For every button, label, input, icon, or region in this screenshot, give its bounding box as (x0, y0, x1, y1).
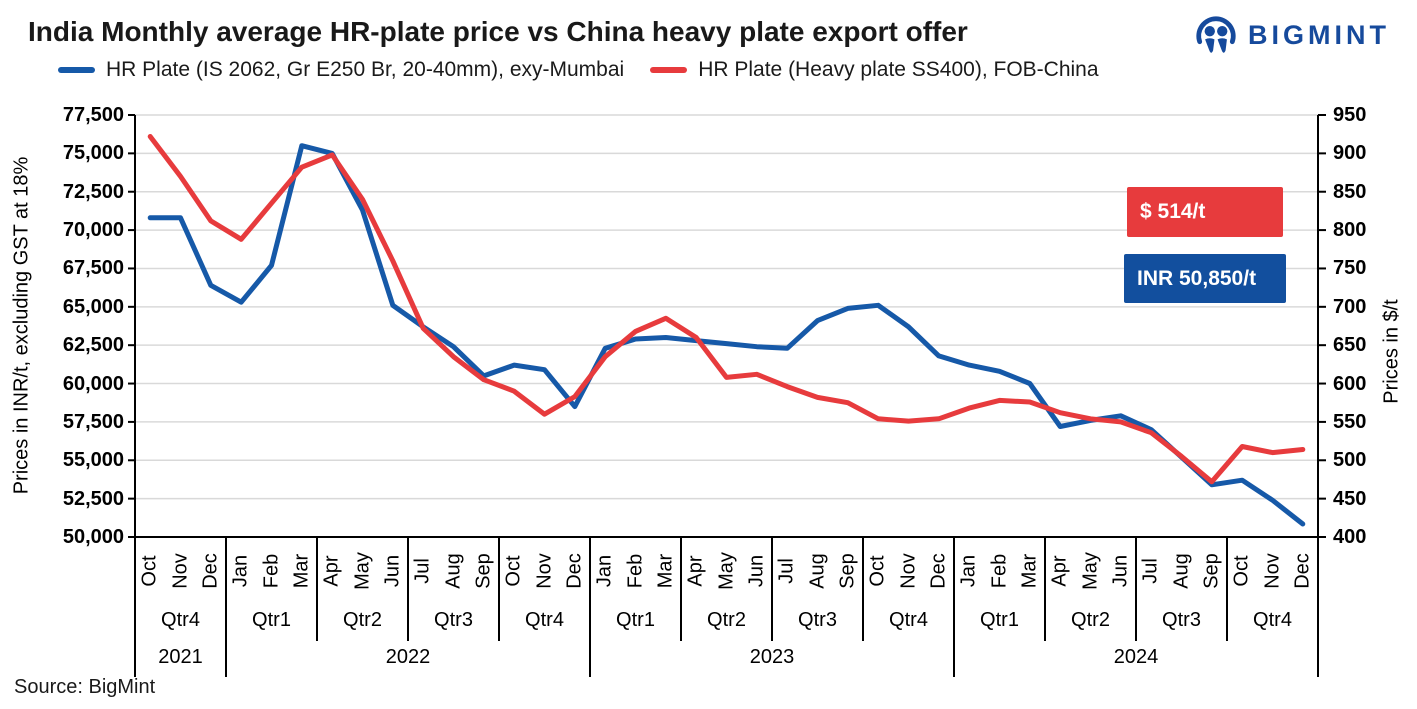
x-axis-month-label: May (715, 552, 737, 590)
left-axis-tick-label: 55,000 (62, 449, 124, 472)
x-axis-month-label: Jul (775, 558, 798, 584)
legend-label-china: HR Plate (Heavy plate SS400), FOB-China (698, 58, 1099, 81)
x-axis-month-label: Nov (169, 553, 191, 589)
x-axis-month-label: Feb (260, 553, 282, 589)
x-axis-month-label: Oct (866, 555, 889, 587)
x-axis-month-label: Apr (684, 555, 707, 587)
right-axis-tick-label: 600 (1333, 372, 1367, 395)
legend-item-india: HR Plate (IS 2062, Gr E250 Br, 20-40mm),… (58, 58, 624, 82)
x-axis-month-label: Aug (442, 553, 464, 589)
x-axis-month-label: Jan (957, 554, 980, 588)
x-axis-month-label: Sep (472, 553, 495, 589)
x-axis-month-label: Oct (138, 555, 161, 587)
x-axis-month-label: Nov (1261, 553, 1283, 589)
x-axis-month-label: Jan (593, 554, 616, 588)
x-axis-quarter-label: Qtr4 (525, 609, 564, 631)
left-axis-tick-label: 62,500 (62, 334, 124, 357)
x-axis-month-label: Sep (836, 553, 859, 589)
x-axis-year-label: 2022 (385, 646, 431, 668)
right-axis-tick-label: 950 (1333, 104, 1367, 126)
x-axis-quarter-label: Qtr3 (1162, 609, 1201, 631)
x-axis-month-label: Aug (1170, 553, 1192, 589)
right-axis-tick-label: 800 (1333, 219, 1367, 242)
brand-logo-text: BIGMINT (1248, 19, 1390, 50)
right-axis-tick-label: 450 (1333, 487, 1367, 510)
latest-price-badge-usd: $ 514/t (1127, 187, 1283, 237)
latest-price-badge-inr: INR 50,850/t (1124, 254, 1286, 303)
right-axis-tick-label: 700 (1333, 295, 1367, 318)
bigmint-logo-icon (1193, 12, 1239, 58)
x-axis-year-label: 2024 (1113, 646, 1159, 668)
left-axis-tick-label: 50,000 (62, 526, 124, 548)
left-axis-tick-label: 57,500 (62, 410, 124, 433)
left-axis-tick-label: 52,500 (62, 487, 124, 510)
x-axis-month-label: Nov (533, 553, 555, 589)
x-axis-quarter-label: Qtr2 (707, 609, 746, 631)
x-axis-month-label: Dec (563, 553, 586, 589)
x-axis-month-label: Jul (411, 558, 434, 584)
left-axis-tick-label: 67,500 (62, 257, 124, 280)
right-axis-title: Prices in $/t (1380, 299, 1403, 404)
page-title: India Monthly average HR-plate price vs … (28, 16, 968, 47)
x-axis-month-label: Aug (806, 553, 828, 589)
right-axis-tick-label: 400 (1333, 526, 1367, 548)
left-axis-tick-label: 75,000 (62, 142, 124, 165)
x-axis-quarter-label: Qtr1 (616, 609, 655, 631)
x-axis-quarter-label: Qtr1 (980, 609, 1019, 631)
x-axis-month-label: Jun (745, 554, 768, 588)
left-axis-tick-label: 70,000 (62, 219, 124, 242)
left-axis-tick-label: 72,500 (62, 180, 124, 203)
x-axis-month-label: Jan (229, 554, 252, 588)
legend-item-china: HR Plate (Heavy plate SS400), FOB-China (650, 58, 1099, 82)
x-axis-month-label: Feb (988, 553, 1010, 589)
x-axis-month-label: Mar (654, 553, 677, 589)
x-axis-month-label: Feb (624, 553, 646, 589)
right-axis-tick-label: 650 (1333, 334, 1367, 357)
x-axis-quarter-label: Qtr1 (252, 609, 291, 631)
legend-label-india: HR Plate (IS 2062, Gr E250 Br, 20-40mm),… (106, 58, 625, 81)
x-axis-month-label: Oct (502, 555, 525, 587)
left-axis-title: Prices in INR/t, excluding GST at 18% (10, 156, 33, 495)
right-axis-tick-label: 550 (1333, 410, 1367, 433)
brand-logo: BIGMINT (1193, 12, 1390, 58)
x-axis-month-label: May (351, 552, 373, 590)
x-axis-month-label: Apr (1048, 555, 1071, 587)
left-axis-tick-label: 77,500 (62, 104, 124, 126)
x-axis-quarter-label: Qtr2 (343, 609, 382, 631)
x-axis-quarter-label: Qtr3 (798, 609, 837, 631)
x-axis-year-label: 2023 (749, 646, 795, 668)
x-axis-month-label: Jun (381, 554, 404, 588)
left-axis-tick-label: 65,000 (62, 295, 124, 318)
x-axis-quarter-label: Qtr3 (434, 609, 473, 631)
legend-swatch-blue (58, 67, 95, 73)
x-axis-month-label: Nov (897, 553, 919, 589)
x-axis-quarter-label: Qtr2 (1071, 609, 1110, 631)
right-axis-tick-label: 500 (1333, 449, 1367, 472)
right-axis-tick-label: 900 (1333, 142, 1367, 165)
x-axis-month-label: Apr (320, 555, 343, 587)
x-axis-quarter-label: Qtr4 (161, 609, 200, 631)
x-axis-quarter-label: Qtr4 (889, 609, 928, 631)
chart-legend: HR Plate (IS 2062, Gr E250 Br, 20-40mm),… (58, 58, 1099, 82)
x-axis-month-label: Sep (1200, 553, 1223, 589)
x-axis-month-label: Dec (927, 553, 950, 589)
right-axis-tick-label: 750 (1333, 257, 1367, 280)
x-axis-month-label: Dec (199, 553, 222, 589)
x-axis-month-label: May (1079, 552, 1101, 590)
x-axis-month-label: Jul (1139, 558, 1162, 584)
x-axis-year-label: 2021 (158, 646, 203, 668)
left-axis-tick-label: 60,000 (62, 372, 124, 395)
x-axis-month-label: Mar (1018, 553, 1041, 589)
x-axis-month-label: Dec (1291, 553, 1314, 589)
x-axis-quarter-label: Qtr4 (1253, 609, 1292, 631)
right-axis-tick-label: 850 (1333, 180, 1367, 203)
x-axis-month-label: Mar (290, 553, 313, 589)
x-axis-month-label: Jun (1109, 554, 1132, 588)
x-axis-month-label: Oct (1230, 555, 1253, 587)
source-note: Source: BigMint (14, 676, 156, 698)
legend-swatch-red (650, 67, 688, 73)
